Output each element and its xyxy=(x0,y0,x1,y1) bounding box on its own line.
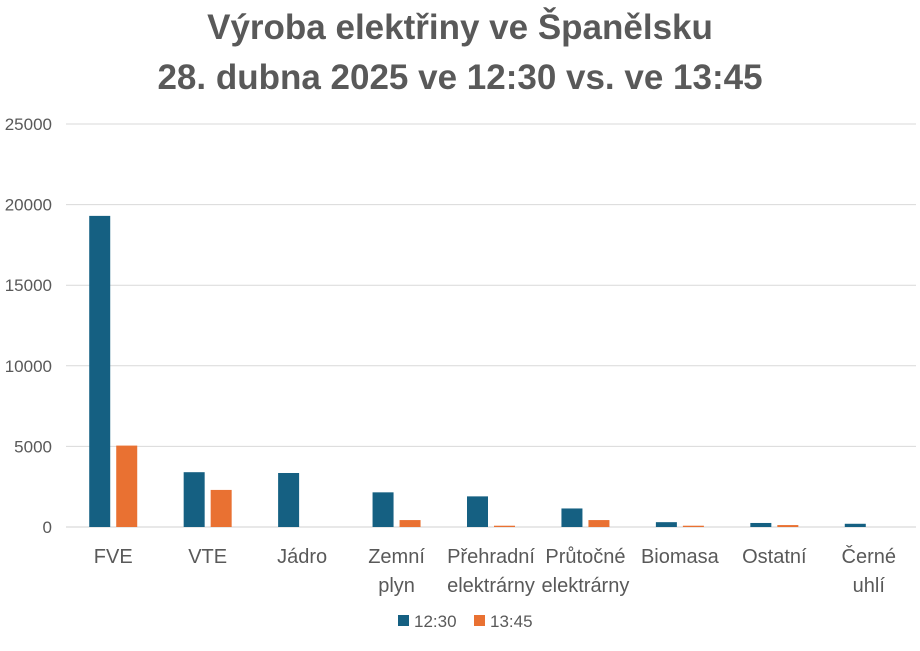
legend-swatch xyxy=(474,615,485,626)
bar-1230-6 xyxy=(655,522,677,527)
bar-1230-8 xyxy=(844,523,866,527)
bar-1230-0 xyxy=(89,215,111,527)
bar-1345-3 xyxy=(399,520,421,527)
bar-1230-1 xyxy=(183,472,205,527)
bar-1230-7 xyxy=(750,522,772,527)
x-tick-label: Zemní xyxy=(368,546,425,568)
bar-1230-2 xyxy=(278,472,300,527)
legend-label: 12:30 xyxy=(414,612,457,631)
x-tick-label: uhlí xyxy=(853,575,886,597)
y-tick-label: 20000 xyxy=(5,196,52,215)
bar-1345-5 xyxy=(588,520,610,527)
x-tick-label: FVE xyxy=(94,546,133,568)
x-tick-label: Průtočné xyxy=(545,546,625,568)
bar-1230-4 xyxy=(467,496,488,527)
x-tick-label: Ostatní xyxy=(742,546,807,568)
x-tick-label: Přehradní xyxy=(447,546,535,568)
y-tick-label: 5000 xyxy=(14,437,52,456)
bar-1345-6 xyxy=(682,525,704,527)
chart-title-line-2: 28. dubna 2025 ve 12:30 vs. ve 13:45 xyxy=(157,58,763,97)
x-tick-label: plyn xyxy=(378,575,415,597)
x-tick-label: Černé xyxy=(842,545,896,568)
bar-1345-1 xyxy=(210,489,232,527)
legend-label: 13:45 xyxy=(490,612,533,631)
x-tick-label: elektrárny xyxy=(542,575,630,597)
y-tick-label: 15000 xyxy=(5,276,52,295)
x-tick-label: VTE xyxy=(188,546,227,568)
chart-title-line-1: Výroba elektřiny ve Španělsku xyxy=(207,8,713,47)
x-tick-label: elektrárny xyxy=(447,575,535,597)
legend-swatch xyxy=(398,615,409,626)
bar-1230-5 xyxy=(561,508,583,527)
bar-1345-7 xyxy=(777,525,799,527)
y-tick-label: 0 xyxy=(43,518,52,537)
x-tick-label: Jádro xyxy=(277,546,327,568)
x-tick-label: Biomasa xyxy=(641,546,720,568)
y-tick-label: 10000 xyxy=(5,357,52,376)
bar-1230-3 xyxy=(372,492,394,527)
bar-1345-0 xyxy=(116,445,138,527)
y-tick-label: 25000 xyxy=(5,115,52,134)
bar-1345-4 xyxy=(494,525,515,527)
